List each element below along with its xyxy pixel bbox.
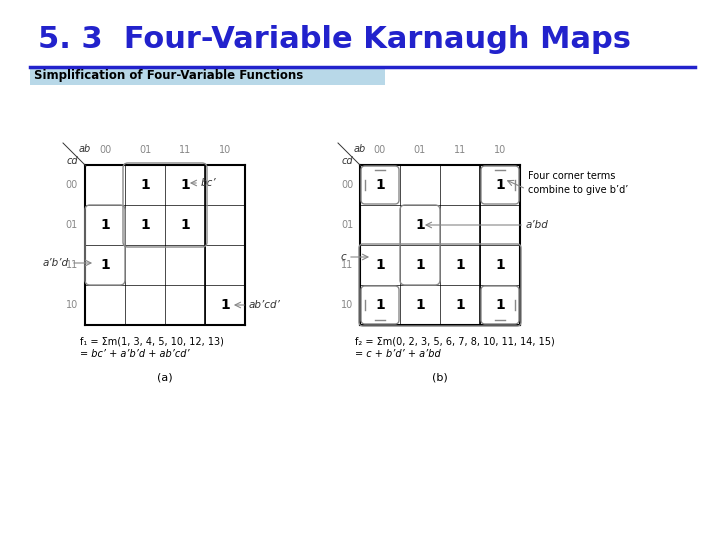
Text: 1: 1 <box>375 258 385 272</box>
Text: 1: 1 <box>375 298 385 312</box>
Text: 1: 1 <box>100 218 110 232</box>
Text: 1: 1 <box>180 178 190 192</box>
Text: 1: 1 <box>495 298 505 312</box>
Text: ab: ab <box>354 144 366 154</box>
Text: Simplification of Four-Variable Functions: Simplification of Four-Variable Function… <box>34 70 303 83</box>
Text: ab: ab <box>79 144 91 154</box>
Text: 01: 01 <box>341 220 353 230</box>
Text: 10: 10 <box>66 300 78 310</box>
Text: 1: 1 <box>180 218 190 232</box>
Text: f₂ = Σm(0, 2, 3, 5, 6, 7, 8, 10, 11, 14, 15): f₂ = Σm(0, 2, 3, 5, 6, 7, 8, 10, 11, 14,… <box>355 337 554 347</box>
Text: 00: 00 <box>66 180 78 190</box>
Text: 00: 00 <box>99 145 111 155</box>
Text: 01: 01 <box>414 145 426 155</box>
Text: 1: 1 <box>455 298 465 312</box>
Text: 10: 10 <box>219 145 231 155</box>
Text: Four corner terms
combine to give b’d’: Four corner terms combine to give b’d’ <box>528 171 629 194</box>
Text: f₁ = Σm(1, 3, 4, 5, 10, 12, 13): f₁ = Σm(1, 3, 4, 5, 10, 12, 13) <box>80 337 224 347</box>
Text: (a): (a) <box>157 373 173 383</box>
Text: ab’cd’: ab’cd’ <box>249 300 281 310</box>
Text: bc’: bc’ <box>201 178 217 188</box>
Text: 1: 1 <box>495 258 505 272</box>
Text: 11: 11 <box>66 260 78 270</box>
Text: cd: cd <box>67 156 78 166</box>
FancyBboxPatch shape <box>30 67 385 85</box>
Text: 1: 1 <box>220 298 230 312</box>
Text: 11: 11 <box>341 260 353 270</box>
Text: 01: 01 <box>139 145 151 155</box>
Text: a’b’d: a’b’d <box>43 258 69 268</box>
Text: 10: 10 <box>341 300 353 310</box>
Text: 1: 1 <box>415 218 425 232</box>
Text: 11: 11 <box>454 145 466 155</box>
Text: = bc’ + a’b’d + ab’cd’: = bc’ + a’b’d + ab’cd’ <box>80 349 189 359</box>
Text: 1: 1 <box>375 178 385 192</box>
Text: (b): (b) <box>432 373 448 383</box>
Text: 00: 00 <box>374 145 386 155</box>
Text: 1: 1 <box>140 218 150 232</box>
Text: 00: 00 <box>341 180 353 190</box>
Text: 1: 1 <box>415 298 425 312</box>
Text: c: c <box>341 252 346 262</box>
Text: 11: 11 <box>179 145 191 155</box>
Text: a’bd: a’bd <box>526 220 549 230</box>
Text: 1: 1 <box>100 258 110 272</box>
Text: 1: 1 <box>495 178 505 192</box>
Text: 1: 1 <box>140 178 150 192</box>
Text: 5. 3  Four-Variable Karnaugh Maps: 5. 3 Four-Variable Karnaugh Maps <box>38 25 631 54</box>
Text: = c + b’d’ + a’bd: = c + b’d’ + a’bd <box>355 349 441 359</box>
Text: 10: 10 <box>494 145 506 155</box>
Text: 1: 1 <box>455 258 465 272</box>
Text: 01: 01 <box>66 220 78 230</box>
Text: 1: 1 <box>415 258 425 272</box>
Text: cd: cd <box>342 156 354 166</box>
